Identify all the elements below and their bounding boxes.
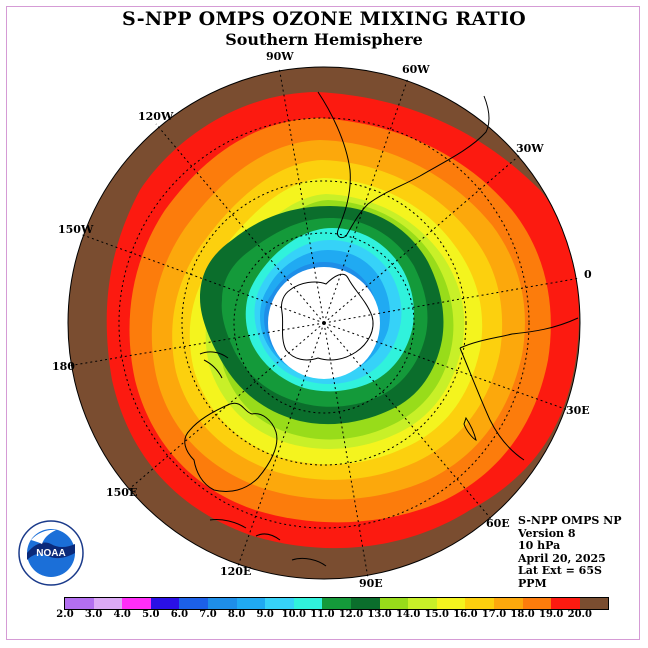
lon-label-30w: 30W (516, 142, 544, 155)
color-bar-swatch-10 (350, 598, 380, 609)
info-pressure: 10 hPa (518, 539, 561, 552)
color-bar-swatch-6 (236, 598, 266, 609)
color-bar-tick-label: 6.0 (170, 609, 189, 620)
map-boundary (67, 66, 581, 580)
color-bar-tick-label: 19.0 (539, 609, 564, 620)
color-bar-swatch-12 (408, 598, 437, 609)
map-title: S-NPP OMPS OZONE MIXING RATIO (121, 8, 527, 30)
lon-label-90w: 90W (266, 50, 294, 63)
lon-label-60w: 60W (402, 63, 430, 76)
color-bar-tick-label: 7.0 (199, 609, 217, 620)
lon-label-30e: 30E (566, 404, 590, 417)
color-bar-tick-label: 9.0 (256, 609, 274, 620)
info-block: S-NPP OMPS NP Version 8 10 hPa April 20,… (518, 514, 622, 590)
color-bar-swatch-17 (551, 598, 580, 609)
coastlines (184, 91, 579, 567)
lon-label-180: 180 (52, 360, 75, 373)
color-bar-swatch-0 (65, 598, 94, 609)
color-bar-tick-label: 14.0 (396, 609, 421, 620)
color-bar-tick-label: 17.0 (481, 609, 507, 620)
color-bar-swatch-13 (436, 598, 466, 609)
color-bar-tick-label: 2.0 (56, 609, 74, 620)
info-date: April 20, 2025 (518, 551, 606, 565)
color-bar-swatch-18 (579, 598, 609, 609)
color-bar-swatch-1 (93, 598, 123, 609)
info-lat-extent: Lat Ext = 65S (518, 564, 602, 577)
color-bar-tick-label: 20.0 (567, 609, 592, 620)
color-bar-swatch-4 (179, 598, 208, 609)
lon-label-90e: 90E (359, 577, 383, 590)
lon-label-150e: 150E (106, 486, 138, 499)
info-version: Version 8 (518, 526, 576, 540)
color-bar-tick-label: 16.0 (453, 609, 478, 620)
color-bar-tick-label: 4.0 (113, 609, 131, 620)
noaa-logo: NOAA (18, 520, 84, 586)
color-bar-tick-label: 12.0 (338, 609, 364, 620)
map-subtitle: Southern Hemisphere (225, 30, 423, 49)
color-bar-swatch-16 (522, 598, 552, 609)
lon-label-120w: 120W (138, 110, 174, 123)
color-bar-swatch-7 (265, 598, 294, 609)
color-bar-swatch-5 (207, 598, 237, 609)
color-bar-swatch-14 (465, 598, 494, 609)
info-units: PPM (518, 576, 547, 590)
color-bar-swatch-2 (122, 598, 151, 609)
color-bar-swatch-11 (379, 598, 409, 609)
color-bar-swatch-9 (322, 598, 351, 609)
color-bar-swatch-15 (493, 598, 523, 609)
lon-label-120e: 120E (220, 565, 252, 578)
color-bar-tick-label: 5.0 (142, 609, 160, 620)
color-bar-tick-label: 8.0 (227, 609, 246, 620)
color-bar-swatch-8 (293, 598, 323, 609)
color-bar-tick-label: 11.0 (310, 609, 335, 620)
color-bar-tick-label: 3.0 (84, 609, 103, 620)
info-instrument: S-NPP OMPS NP (518, 514, 622, 527)
color-bar (64, 597, 610, 610)
noaa-logo-text: NOAA (36, 548, 65, 559)
lon-label-150w: 150W (58, 223, 94, 236)
color-bar-ticks: 2.0 3.0 4.0 5.0 6.0 7.0 8.0 9.0 10.0 11.0 12.0 13.0… (52, 609, 612, 623)
color-bar-tick-label: 15.0 (424, 609, 449, 620)
color-bar-tick-label: 13.0 (367, 609, 392, 620)
color-bar-swatch-3 (150, 598, 180, 609)
graticule (67, 66, 581, 579)
lon-label-0: 0 (584, 268, 592, 281)
lon-label-60e: 60E (486, 517, 510, 530)
color-bar-tick-label: 10.0 (281, 609, 306, 620)
color-bar-tick-label: 18.0 (510, 609, 535, 620)
